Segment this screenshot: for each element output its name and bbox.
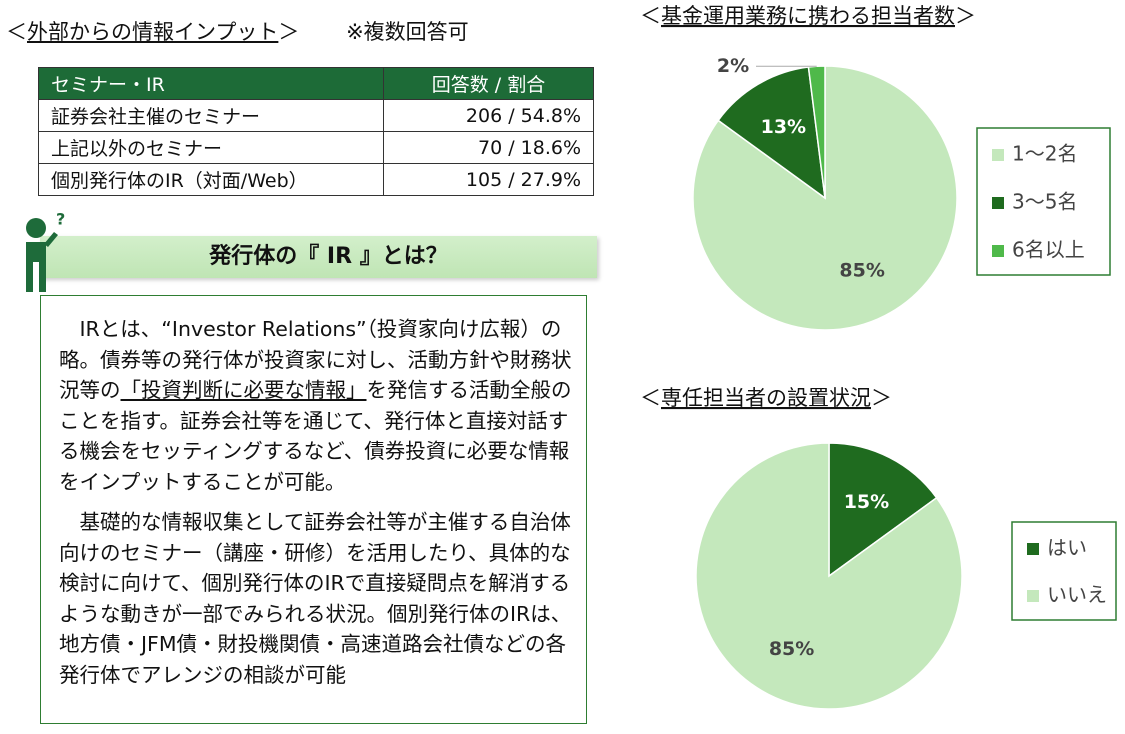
legend-label: 1～2名	[1012, 142, 1077, 166]
legend-swatch	[992, 197, 1004, 209]
thinking-icon: ?	[26, 210, 65, 292]
title-part: ＞	[871, 386, 892, 410]
legend-swatch	[992, 245, 1004, 257]
section-title: ＜外部からの情報インプット＞ ※複数回答可	[6, 16, 469, 46]
pie-slice	[695, 442, 963, 710]
text: IRとは、“Investor Relations”（投資家向け広報）の略。債券等…	[59, 317, 572, 402]
title-part: ＜	[640, 4, 661, 28]
header-cell: セミナー・IR	[38, 67, 384, 100]
cell: 証券会社主催のセミナー	[38, 99, 384, 132]
text: 基礎的な情報収集として証券会社等が主催する自治体向けのセミナー（講座・研修）を活…	[59, 510, 572, 687]
value-label: 15%	[844, 491, 889, 513]
bracket: ＞	[278, 20, 300, 44]
legend-label: はい	[1047, 536, 1087, 560]
value-label: 2%	[717, 55, 749, 77]
bracket: ＜	[6, 20, 27, 44]
cell: 70 / 18.6%	[383, 131, 594, 164]
title-part: ＜	[640, 386, 661, 410]
value-label: 13%	[761, 116, 806, 138]
value-label: 85%	[769, 638, 814, 660]
chart-title: ＜専任担当者の設置状況＞	[640, 386, 892, 410]
legend-box	[1011, 521, 1117, 621]
charts: ＜基金運用業務に携わる担当者数＞85%13%2%1～2名3～5名6名以上＜専任担…	[640, 4, 1117, 710]
legend-label: いいえ	[1047, 583, 1107, 607]
table: セミナー・IR 回答数 / 割合 証券会社主催のセミナー 206 / 54.8% 上…	[38, 67, 594, 196]
legend-swatch	[992, 149, 1004, 161]
cell: 206 / 54.8%	[383, 99, 594, 132]
pie-slice	[807, 65, 826, 199]
svg-text:?: ?	[56, 210, 65, 229]
legend-swatch	[1027, 590, 1039, 602]
text-box: IRとは、“Investor Relations”（投資家向け広報）の略。債券等…	[40, 295, 587, 724]
legend-box	[976, 127, 1111, 276]
banner: 発行体の『 IR 』とは？	[40, 236, 597, 278]
title-text: 外部からの情報インプット	[27, 20, 279, 44]
cell: 個別発行体のIR（対面/Web）	[38, 163, 384, 196]
pie-slice	[828, 442, 938, 578]
legend-label: 3～5名	[1012, 190, 1077, 214]
banner-title: 発行体の『 IR 』とは？	[209, 244, 448, 269]
value-label: 85%	[839, 259, 884, 281]
emphasis: 「投資判断に必要な情報」	[120, 378, 367, 402]
title-part: 専任担当者の設置状況	[661, 386, 871, 410]
paragraph: IRとは、“Investor Relations”（投資家向け広報）の略。債券等…	[59, 314, 574, 497]
note: ※複数回答可	[346, 20, 469, 44]
paragraph: 基礎的な情報収集として証券会社等が主催する自治体向けのセミナー（講座・研修）を活…	[59, 507, 574, 690]
text: を発信する活動全般のことを指す。証券会社等を通じて、発行体と直接対話する機会をセ…	[59, 378, 572, 494]
header-cell: 回答数 / 割合	[383, 67, 594, 100]
chart-title: ＜基金運用業務に携わる担当者数＞	[640, 4, 976, 28]
legend-label: 6名以上	[1012, 238, 1085, 262]
cell: 上記以外のセミナー	[38, 131, 384, 164]
pie-slice	[717, 66, 826, 200]
title-part: ＞	[955, 4, 976, 28]
title-part: 基金運用業務に携わる担当者数	[661, 4, 955, 28]
cell: 105 / 27.9%	[383, 163, 594, 196]
legend-swatch	[1027, 543, 1039, 555]
